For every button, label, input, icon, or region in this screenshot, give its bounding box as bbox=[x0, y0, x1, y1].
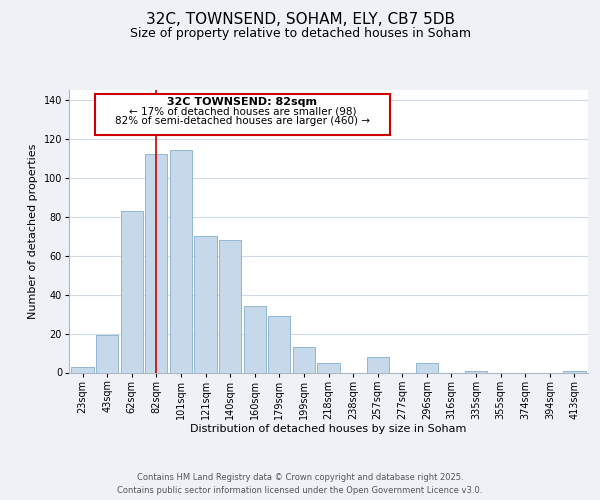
Text: 32C TOWNSEND: 82sqm: 32C TOWNSEND: 82sqm bbox=[167, 96, 317, 106]
Bar bbox=[121, 211, 143, 372]
Text: Contains HM Land Registry data © Crown copyright and database right 2025.: Contains HM Land Registry data © Crown c… bbox=[137, 472, 463, 482]
Bar bbox=[219, 240, 241, 372]
Bar bbox=[96, 336, 118, 372]
Bar bbox=[465, 370, 487, 372]
Text: ← 17% of detached houses are smaller (98): ← 17% of detached houses are smaller (98… bbox=[128, 106, 356, 117]
Bar bbox=[317, 363, 340, 372]
Text: Contains public sector information licensed under the Open Government Licence v3: Contains public sector information licen… bbox=[118, 486, 482, 495]
Text: 82% of semi-detached houses are larger (460) →: 82% of semi-detached houses are larger (… bbox=[115, 116, 370, 126]
FancyBboxPatch shape bbox=[95, 94, 390, 135]
X-axis label: Distribution of detached houses by size in Soham: Distribution of detached houses by size … bbox=[190, 424, 467, 434]
Bar bbox=[145, 154, 167, 372]
Bar bbox=[416, 363, 438, 372]
Bar bbox=[563, 370, 586, 372]
Bar bbox=[268, 316, 290, 372]
Bar bbox=[71, 366, 94, 372]
Bar bbox=[244, 306, 266, 372]
Text: 32C, TOWNSEND, SOHAM, ELY, CB7 5DB: 32C, TOWNSEND, SOHAM, ELY, CB7 5DB bbox=[146, 12, 455, 28]
Bar bbox=[194, 236, 217, 372]
Bar bbox=[170, 150, 192, 372]
Text: Size of property relative to detached houses in Soham: Size of property relative to detached ho… bbox=[130, 28, 470, 40]
Bar bbox=[367, 357, 389, 372]
Y-axis label: Number of detached properties: Number of detached properties bbox=[28, 144, 38, 319]
Bar bbox=[293, 347, 315, 372]
